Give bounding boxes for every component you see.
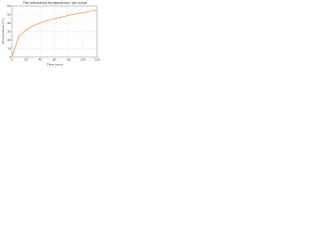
y-tick-label: 10	[7, 47, 11, 51]
x-tick-label: 100	[80, 58, 86, 62]
y-tick-label: 40	[7, 21, 11, 25]
chart-title: The simulated temperature rise curve	[22, 1, 87, 5]
background	[0, 0, 100, 67]
x-axis-label: Time (min)	[46, 63, 63, 67]
x-tick-label: 0	[11, 58, 13, 62]
x-tick-label: 80	[67, 58, 71, 62]
y-tick-label: 20	[7, 38, 11, 42]
x-tick-label: 60	[53, 58, 57, 62]
x-tick-label: 40	[38, 58, 42, 62]
chart: The simulated temperature rise curve Tim…	[0, 0, 100, 67]
y-tick-label: 0	[9, 55, 11, 59]
x-tick-label: 20	[24, 58, 28, 62]
y-tick-label: 50	[7, 13, 11, 17]
plot-frame	[11, 5, 98, 58]
x-tick-label: 120	[94, 58, 100, 62]
line	[11, 9, 98, 58]
y-tick-label: 60	[7, 4, 11, 8]
y-tick-label: 30	[7, 30, 11, 34]
y-axis-label: Temperature (°C)	[1, 18, 5, 45]
